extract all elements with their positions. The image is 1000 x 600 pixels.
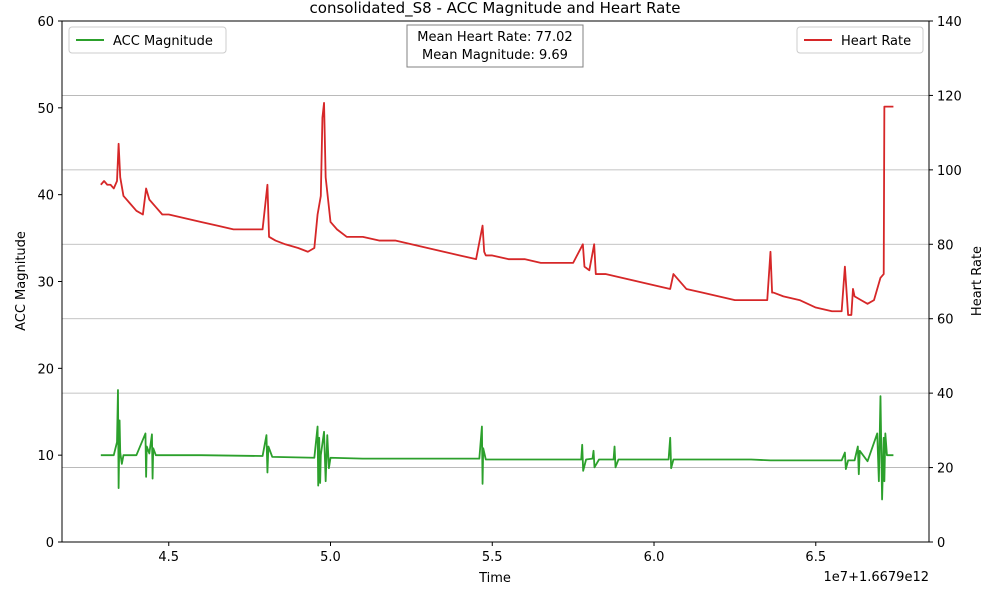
legend-left-label: ACC Magnitude (113, 34, 213, 49)
y-left-tick-label-6: 60 (37, 15, 54, 30)
grid (62, 20, 929, 543)
annotation-mean-heart-rate: Mean Heart Rate: 77.02 (417, 30, 572, 45)
y-left-tick-label-4: 40 (37, 189, 54, 204)
y-left-tick-label-2: 20 (37, 362, 54, 377)
x-tick-label-3: 6.0 (644, 550, 665, 565)
x-tick-label-2: 5.5 (482, 550, 503, 565)
series-layer (100, 101, 894, 501)
x-axis-ticks: 4.5 5.0 5.5 6.0 6.5 (158, 542, 826, 565)
y-right-tick-label-2: 40 (937, 387, 954, 402)
x-tick-label-1: 5.0 (320, 550, 341, 565)
legend-left-box (68, 26, 227, 54)
x-tick-label-4: 6.5 (805, 550, 826, 565)
legend-right-label: Heart Rate (841, 34, 911, 49)
y-left-tick-label-1: 10 (37, 449, 54, 464)
y-right-tick-label-4: 80 (937, 238, 954, 253)
legend-right: Heart Rate (796, 26, 924, 54)
legend-right-box (796, 26, 924, 54)
y-right-tick-label-7: 140 (937, 15, 962, 30)
y-left-axis-label: ACC Magnitude (14, 231, 29, 331)
annotation-box: Mean Heart Rate: 77.02 Mean Magnitude: 9… (406, 24, 584, 68)
y-left-axis-ticks: 0 10 20 30 40 50 60 (37, 15, 62, 551)
y-right-tick-label-3: 60 (937, 313, 954, 328)
y-right-axis-label: Heart Rate (970, 246, 985, 316)
series-line-acc-magnitude (100, 389, 894, 501)
y-right-tick-label-5: 100 (937, 164, 962, 179)
annotation-frame (406, 24, 584, 68)
x-tick-label-0: 4.5 (158, 550, 179, 565)
y-right-tick-label-1: 20 (937, 462, 954, 477)
y-left-tick-label-5: 50 (37, 102, 54, 117)
y-left-tick-label-3: 30 (37, 276, 54, 291)
y-left-tick-label-0: 0 (46, 536, 54, 551)
annotation-mean-magnitude: Mean Magnitude: 9.69 (422, 48, 568, 63)
x-axis-offset-label: 1e7+1.6679e12 (824, 570, 929, 585)
legend-left: ACC Magnitude (68, 26, 227, 54)
y-right-tick-label-0: 0 (937, 536, 945, 551)
series-line-heart-rate (100, 101, 894, 316)
chart-title: consolidated_S8 - ACC Magnitude and Hear… (310, 0, 681, 18)
y-right-tick-label-6: 120 (937, 89, 962, 104)
x-axis-label: Time (478, 571, 511, 586)
y-right-axis-ticks: 0 20 40 60 80 100 120 140 (929, 15, 962, 551)
